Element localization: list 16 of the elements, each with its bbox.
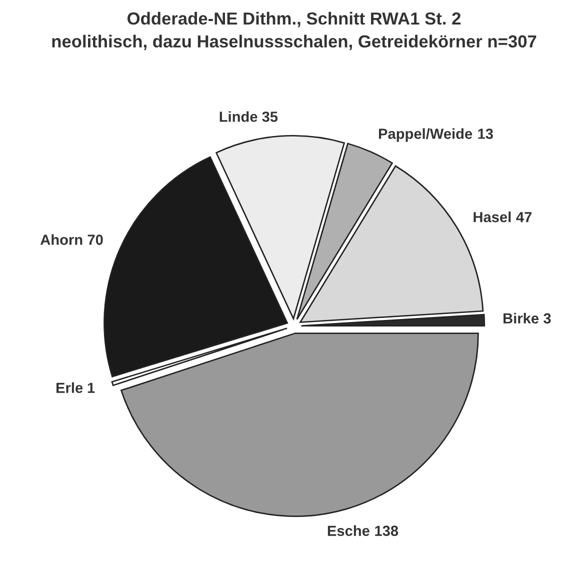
data-label: 35 xyxy=(262,112,278,122)
data-label: 13 xyxy=(478,128,493,139)
data-label: 138 xyxy=(375,526,398,536)
slice-label: Birke xyxy=(504,312,539,324)
chart-subtitle: neolithisch, dazu Haselnussschalen, Getreidekörner n=307 xyxy=(52,34,536,50)
slice-label: Erle xyxy=(56,382,83,394)
slice-label: Hasel xyxy=(474,212,511,222)
slice-label: Esche xyxy=(328,525,370,536)
data-label: 70 xyxy=(88,234,103,245)
slice-label: Ahorn xyxy=(40,234,82,245)
data-label: 1 xyxy=(88,382,95,393)
data-label: 3 xyxy=(544,313,551,324)
slice-label: Linde xyxy=(220,111,258,122)
data-label: 47 xyxy=(516,212,532,222)
chart-title: Odderade-NE Dithm., Schnitt RWA1 St. 2 xyxy=(128,12,461,28)
slice-label: Pappel/Weide xyxy=(379,128,472,142)
